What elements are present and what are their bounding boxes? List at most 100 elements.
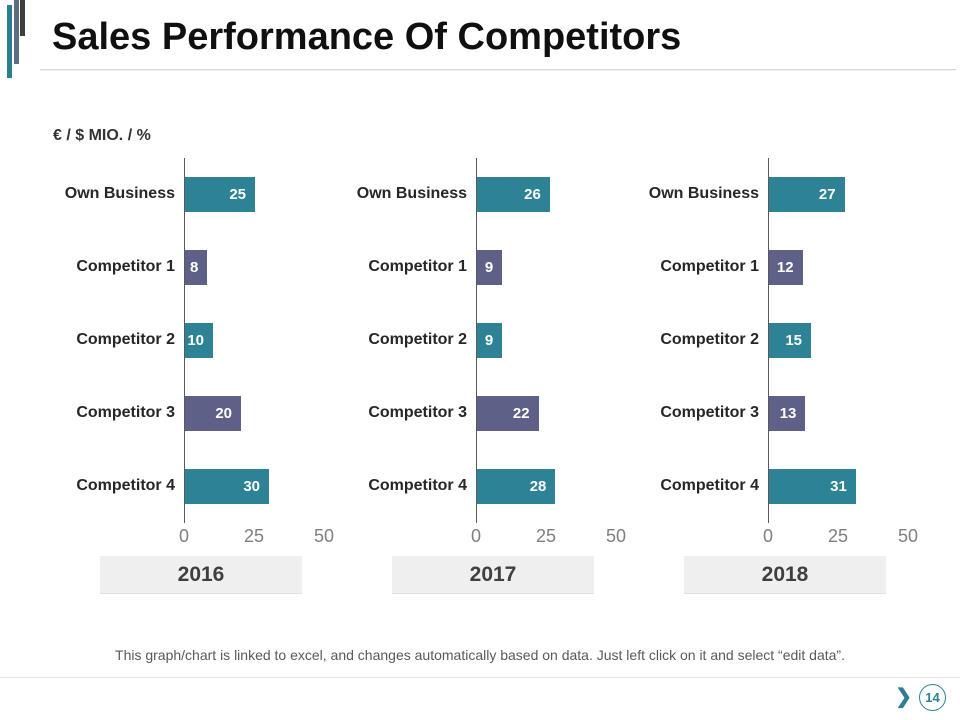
row-plot: 20 bbox=[184, 396, 338, 431]
bar: 31 bbox=[769, 469, 856, 504]
chart-row: Own Business 26 bbox=[338, 158, 630, 231]
axis-tick-label: 25 bbox=[827, 526, 849, 546]
bar: 10 bbox=[185, 323, 213, 358]
decor-bar-gray bbox=[14, 0, 19, 64]
bottom-divider bbox=[0, 677, 960, 678]
row-plot: 28 bbox=[476, 469, 630, 504]
row-plot: 8 bbox=[184, 250, 338, 285]
row-plot: 9 bbox=[476, 250, 630, 285]
bar-value-label: 13 bbox=[779, 405, 797, 422]
axis-tick-label: 25 bbox=[243, 526, 265, 546]
chart-axis-ticks: 0 25 50 bbox=[338, 523, 630, 553]
page-title: Sales Performance Of Competitors bbox=[52, 16, 682, 58]
axis-tick-label: 0 bbox=[470, 526, 482, 546]
row-plot: 31 bbox=[768, 469, 922, 504]
axis-tick-label: 0 bbox=[178, 526, 190, 546]
slide-nav: ❯ 14 bbox=[895, 684, 946, 711]
category-label: Competitor 2 bbox=[660, 331, 759, 349]
chart-row: Competitor 2 10 bbox=[46, 304, 338, 377]
row-plot: 15 bbox=[768, 323, 922, 358]
bar-value-label: 9 bbox=[484, 332, 494, 349]
chart-row: Competitor 1 9 bbox=[338, 231, 630, 304]
category-label: Competitor 1 bbox=[660, 258, 759, 276]
axis-tick-label: 50 bbox=[313, 526, 335, 546]
bar-value-label: 10 bbox=[187, 332, 204, 349]
units-label: € / $ MIO. / % bbox=[53, 127, 151, 144]
axis-tick-label: 50 bbox=[897, 526, 919, 546]
axis-line bbox=[184, 158, 185, 523]
bar: 15 bbox=[769, 323, 811, 358]
category-label: Competitor 4 bbox=[368, 477, 467, 495]
axis-tick-label: 50 bbox=[605, 526, 627, 546]
chart-row: Competitor 4 31 bbox=[630, 450, 922, 523]
bar-value-label: 12 bbox=[776, 259, 794, 276]
bar: 28 bbox=[477, 469, 556, 504]
category-label: Competitor 2 bbox=[368, 331, 467, 349]
chart-axis-ticks: 0 25 50 bbox=[46, 523, 338, 553]
year-label: 2017 bbox=[469, 563, 517, 586]
bar-value-label: 31 bbox=[830, 478, 847, 495]
bar: 27 bbox=[769, 177, 845, 212]
chart-row: Competitor 2 15 bbox=[630, 304, 922, 377]
chart-row: Competitor 3 20 bbox=[46, 377, 338, 450]
chart-2018[interactable]: Own Business 27 Competitor 1 12 Competitor 2… bbox=[630, 158, 922, 594]
category-label: Own Business bbox=[648, 185, 759, 203]
category-label: Competitor 4 bbox=[660, 477, 759, 495]
bar-value-label: 22 bbox=[512, 405, 530, 422]
row-plot: 10 bbox=[184, 323, 338, 358]
title-divider bbox=[40, 69, 956, 71]
chart-row: Competitor 1 12 bbox=[630, 231, 922, 304]
row-plot: 22 bbox=[476, 396, 630, 431]
decor-bar-dark bbox=[20, 0, 25, 36]
bar-value-label: 28 bbox=[529, 478, 547, 495]
bar-value-label: 8 bbox=[190, 259, 199, 276]
category-label: Competitor 2 bbox=[76, 331, 175, 349]
bar-value-label: 26 bbox=[524, 186, 541, 203]
page-number-badge: 14 bbox=[919, 684, 946, 711]
chart-row: Own Business 25 bbox=[46, 158, 338, 231]
bar-value-label: 30 bbox=[243, 478, 260, 495]
category-label: Competitor 4 bbox=[76, 477, 175, 495]
chart-2017[interactable]: Own Business 26 Competitor 1 9 Competitor 2 9… bbox=[338, 158, 630, 594]
chart-body: Own Business 25 Competitor 1 8 Competitor 2 1… bbox=[46, 158, 338, 523]
chart-body: Own Business 26 Competitor 1 9 Competitor 2 9… bbox=[338, 158, 630, 523]
bar-value-label: 27 bbox=[818, 186, 836, 203]
bar-value-label: 25 bbox=[229, 186, 246, 203]
chart-row: Competitor 2 9 bbox=[338, 304, 630, 377]
bar: 25 bbox=[185, 177, 255, 212]
year-label: 2016 bbox=[177, 563, 225, 586]
year-label: 2018 bbox=[761, 563, 809, 586]
bar-value-label: 20 bbox=[215, 405, 232, 422]
next-chevron-icon[interactable]: ❯ bbox=[895, 686, 912, 708]
bar: 22 bbox=[477, 396, 539, 431]
chart-body: Own Business 27 Competitor 1 12 Competitor 2… bbox=[630, 158, 922, 523]
category-label: Competitor 3 bbox=[660, 404, 759, 422]
bar: 9 bbox=[477, 250, 503, 285]
bar: 13 bbox=[769, 396, 806, 431]
row-plot: 30 bbox=[184, 469, 338, 504]
chart-row: Competitor 4 30 bbox=[46, 450, 338, 523]
chart-row: Competitor 3 13 bbox=[630, 377, 922, 450]
category-label: Competitor 3 bbox=[76, 404, 175, 422]
footer-note: This graph/chart is linked to excel, and… bbox=[115, 647, 845, 663]
chart-row: Competitor 4 28 bbox=[338, 450, 630, 523]
chart-2016[interactable]: Own Business 25 Competitor 1 8 Competitor 2 1… bbox=[46, 158, 338, 594]
bar: 20 bbox=[185, 396, 241, 431]
row-plot: 25 bbox=[184, 177, 338, 212]
chart-row: Competitor 3 22 bbox=[338, 377, 630, 450]
bar: 26 bbox=[477, 177, 550, 212]
chart-row: Own Business 27 bbox=[630, 158, 922, 231]
bar-value-label: 9 bbox=[484, 259, 494, 276]
axis-line bbox=[768, 158, 769, 523]
year-label-box: 2018 bbox=[684, 556, 886, 594]
axis-tick-label: 0 bbox=[762, 526, 774, 546]
row-plot: 27 bbox=[768, 177, 922, 212]
category-label: Competitor 3 bbox=[368, 404, 467, 422]
decor-bar-teal bbox=[7, 5, 12, 78]
year-label-box: 2016 bbox=[100, 556, 302, 594]
category-label: Own Business bbox=[356, 185, 467, 203]
bar: 8 bbox=[185, 250, 208, 285]
axis-line bbox=[476, 158, 477, 523]
bar: 9 bbox=[477, 323, 503, 358]
